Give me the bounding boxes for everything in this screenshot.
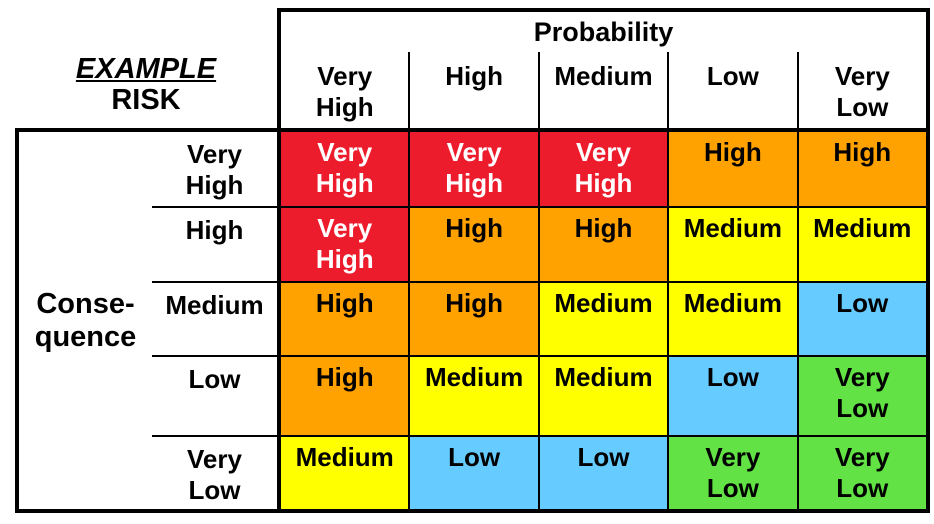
risk-cell-r2c4: Medium	[669, 207, 797, 281]
risk-cell-r2c3: High	[539, 207, 668, 281]
probability-level-low: Low	[667, 52, 796, 128]
risk-cell-r2c1: Very High	[281, 207, 409, 281]
risk-cell-r2c5: Medium	[798, 207, 926, 281]
risk-cell-r4c4: Low	[669, 356, 797, 436]
risk-cell-r5c5: Very Low	[798, 437, 926, 509]
consequence-level-medium: Medium	[152, 282, 277, 355]
risk-cell-r3c5: Low	[798, 282, 926, 355]
example-label: EXAMPLE	[75, 53, 217, 85]
risk-cell-r5c3: Low	[539, 437, 668, 509]
risk-cell-r5c4: Very Low	[669, 437, 797, 509]
probability-axis-title: Probability	[533, 16, 674, 47]
risk-label: RISK	[111, 84, 181, 116]
risk-cell-r1c1: Very High	[281, 132, 409, 206]
risk-cell-r4c5: Very Low	[798, 356, 926, 436]
consequence-level-high: High	[152, 207, 277, 281]
consequence-level-low: Low	[152, 356, 277, 436]
risk-cell-r4c3: Medium	[539, 356, 668, 436]
probability-level-medium: Medium	[537, 52, 667, 128]
consequence-levels-column: Very High High Medium Low Very Low	[152, 132, 277, 509]
probability-level-high: High	[408, 52, 537, 128]
risk-cell-r1c3: Very High	[539, 132, 668, 206]
risk-cell-r2c2: High	[410, 207, 538, 281]
risk-cell-r4c2: Medium	[410, 356, 538, 436]
risk-cell-r5c2: Low	[410, 437, 538, 509]
risk-cell-r1c4: High	[669, 132, 797, 206]
probability-header: Probability Very High High Medium Low Ve…	[277, 8, 930, 128]
probability-level-very-high: Very High	[315, 61, 374, 122]
consequence-level-very-low: Very Low	[152, 437, 277, 509]
risk-matrix-grid: Very High Very High Very High High High …	[277, 128, 930, 513]
risk-cell-r3c2: High	[410, 282, 538, 355]
risk-cell-r3c3: Medium	[539, 282, 668, 355]
consequence-level-very-high: Very High	[152, 132, 277, 206]
risk-cell-r1c5: High	[798, 132, 926, 206]
consequence-header: Conse- quence Very High High Medium Low …	[15, 128, 277, 513]
risk-cell-r3c1: High	[281, 282, 409, 355]
risk-cell-r4c1: High	[281, 356, 409, 436]
risk-cell-r1c2: Very High	[410, 132, 538, 206]
consequence-axis-title: Conse- quence	[34, 287, 137, 353]
example-risk-title: EXAMPLE RISK	[15, 54, 277, 116]
probability-levels-row: Very High High Medium Low Very Low	[281, 52, 926, 128]
probability-level-very-low: Very Low	[796, 52, 926, 128]
risk-cell-r5c1: Medium	[281, 437, 409, 509]
risk-cell-r3c4: Medium	[669, 282, 797, 355]
